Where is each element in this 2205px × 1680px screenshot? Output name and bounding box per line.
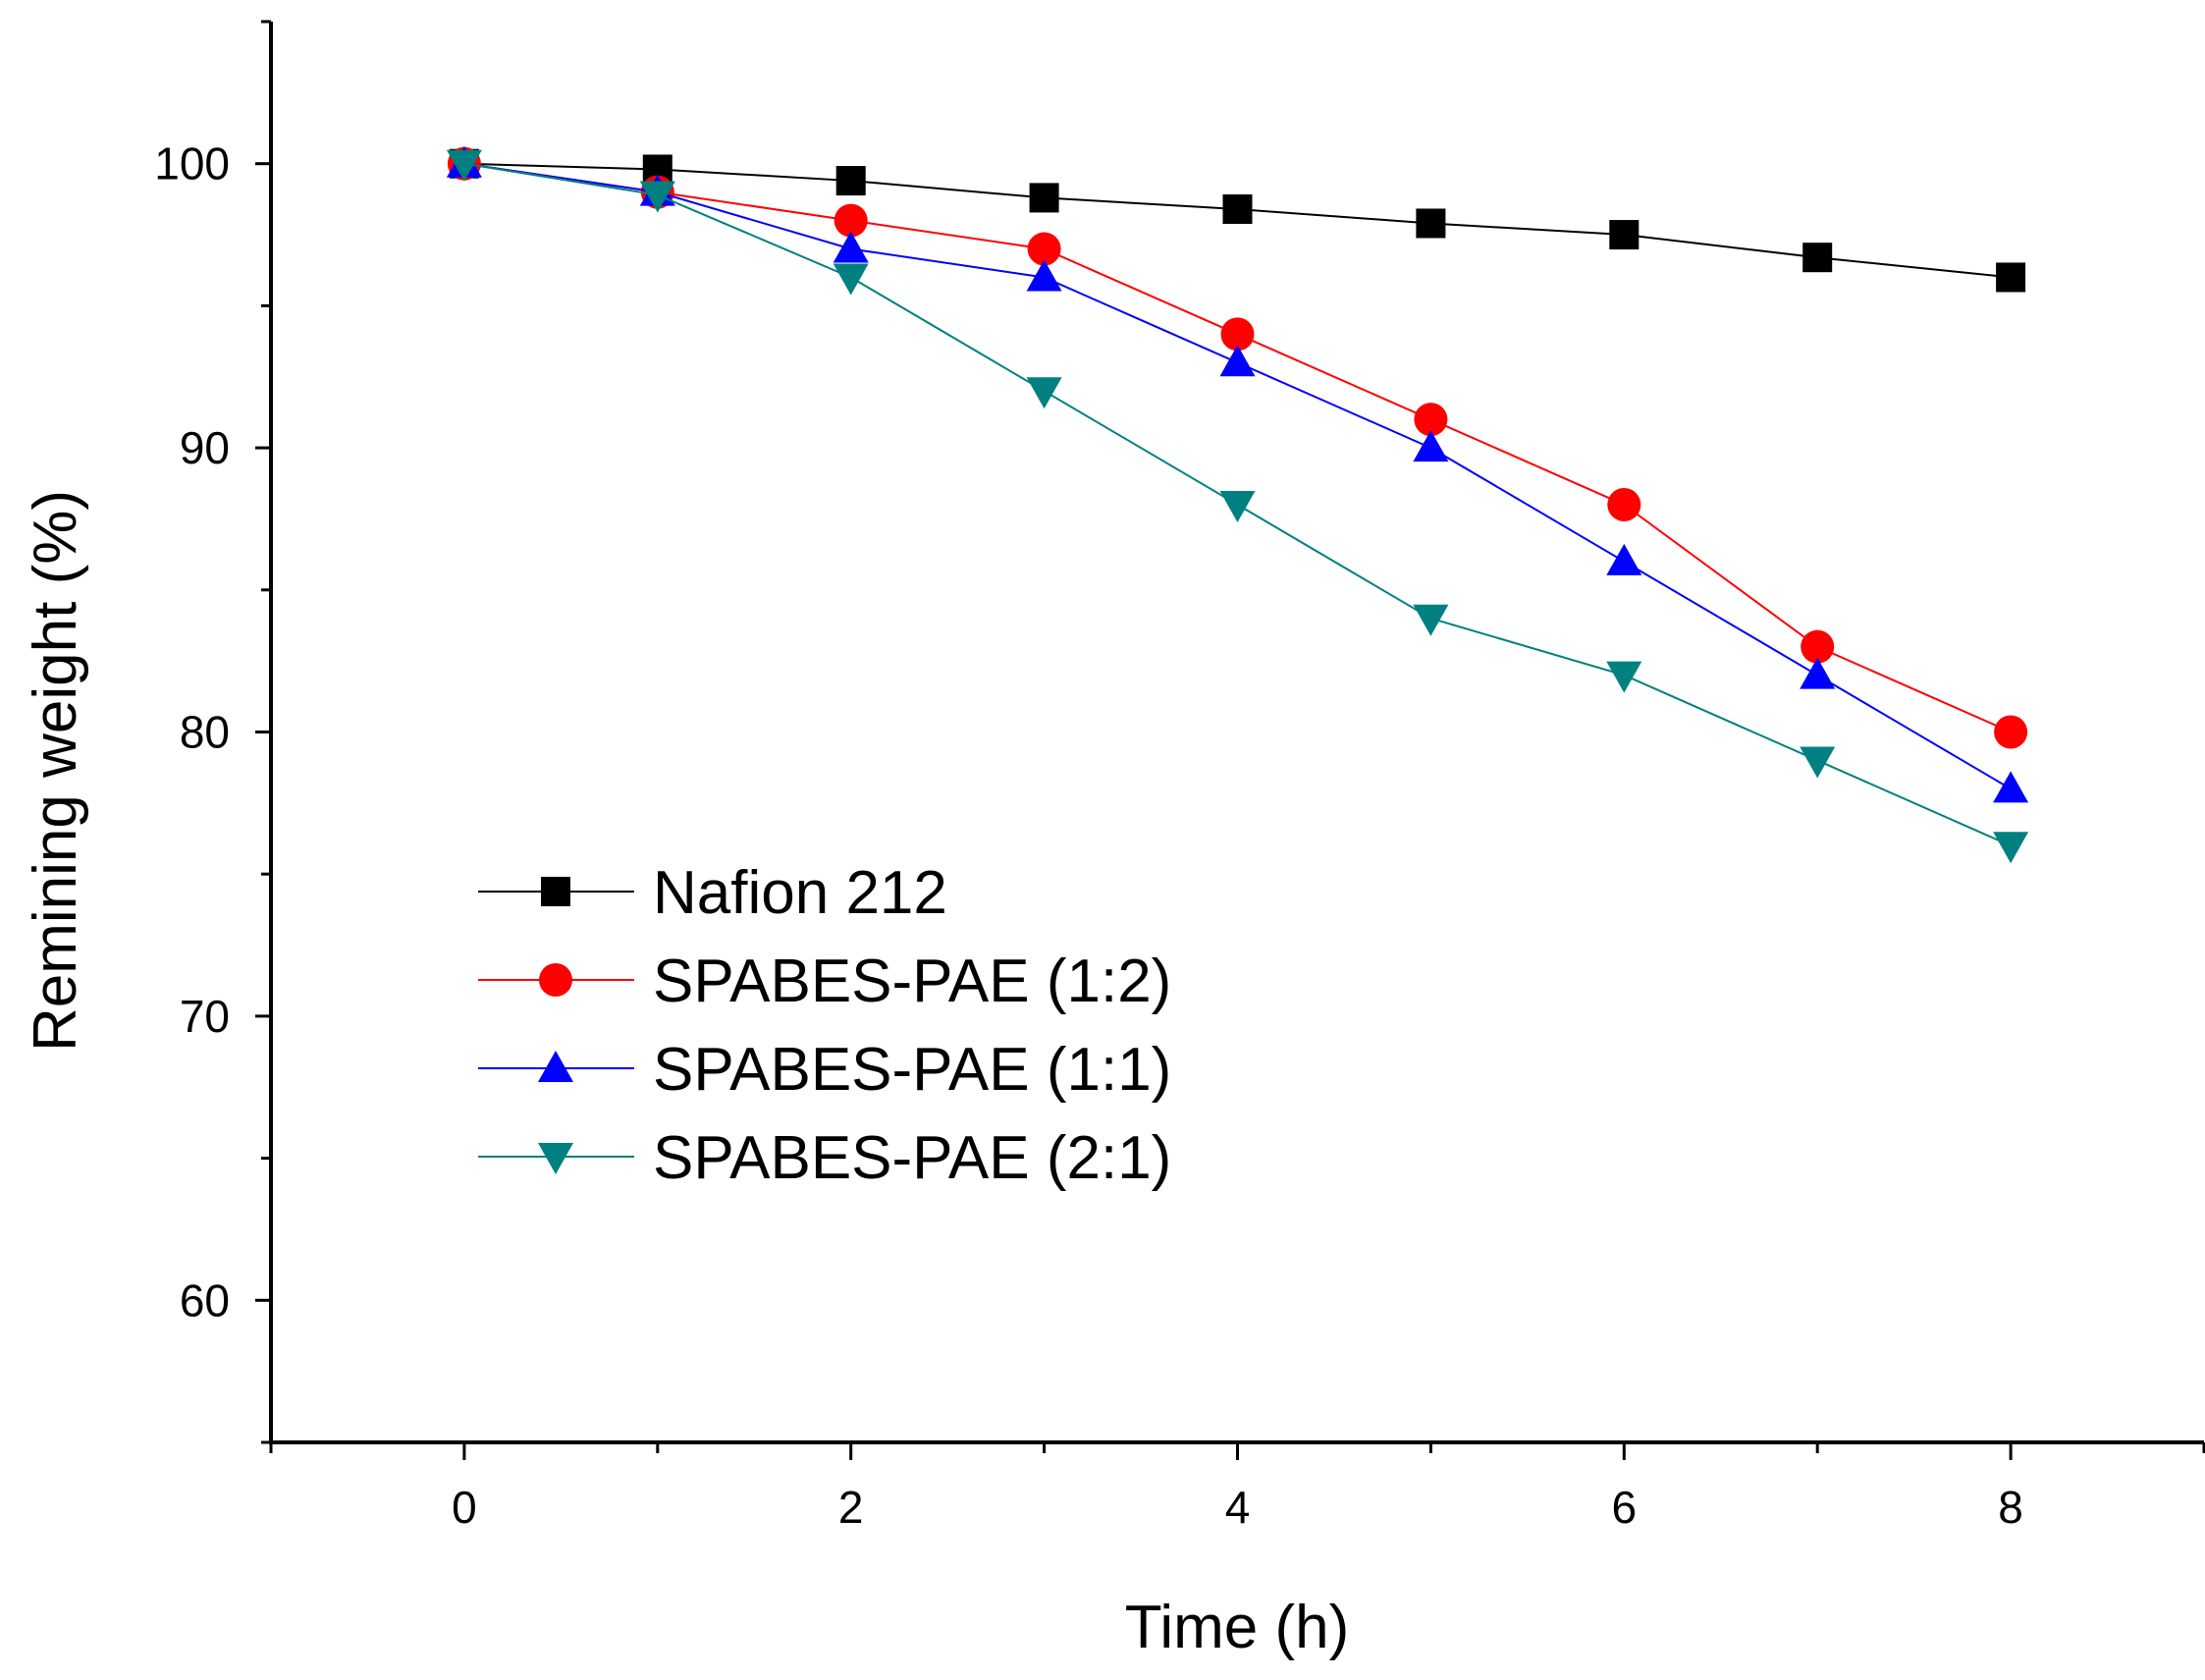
series-0 [449,148,2026,293]
data-point [1607,487,1641,521]
data-point [1416,208,1446,239]
legend-label: SPABES-PAE (1:2) [653,948,1171,1015]
data-point [1606,661,1642,693]
data-point [1801,629,1835,664]
legend-symbol [539,963,572,997]
data-point [1413,604,1449,636]
y-tick-label: 100 [154,138,230,190]
series-line [463,162,2012,790]
data-point [639,181,675,213]
legend-label: SPABES-PAE (2:1) [653,1124,1171,1192]
data-point [1222,194,1253,225]
legend-symbol [538,1051,573,1082]
data-point [833,263,869,296]
data-point [1414,403,1448,437]
legend-entry-spabes-pae-1-1: SPABES-PAE (1:1) [478,1036,1171,1104]
legend-symbol [541,877,570,906]
x-tick-label: 0 [452,1482,477,1533]
data-point [834,203,868,238]
y-tick-label: 70 [180,991,230,1042]
data-point [1993,832,2029,864]
legend-marker [541,877,570,906]
data-point [1996,262,2026,293]
series-2 [446,145,2029,803]
legend-entry-spabes-pae-2-1: SPABES-PAE (2:1) [478,1124,1171,1192]
legend-marker [538,1143,573,1174]
series-3 [446,149,2029,864]
data-point [1802,243,1833,273]
data-point [1993,771,2029,803]
x-tick-label: 4 [1225,1482,1251,1533]
data-point [835,166,866,196]
x-tick-label: 6 [1612,1482,1638,1533]
series-line [463,162,2012,733]
y-tick-label: 90 [180,422,230,473]
data-point [1029,183,1059,213]
legend-entry-nafion-212: Nafion 212 [478,859,947,927]
legend-label: SPABES-PAE (1:1) [653,1036,1171,1104]
series-layer [446,145,2029,864]
data-point [1413,430,1449,462]
x-tick-label: 2 [838,1482,864,1533]
legend-marker [539,963,572,997]
data-point [446,149,482,182]
y-ticks: 60 70 80 90 100 [154,20,271,1444]
data-point [1026,377,1062,409]
data-point [1219,490,1256,522]
data-point [1800,657,1836,689]
legend: Nafion 212 SPABES-PAE (1:2) SPABES-PAE (… [478,859,1171,1192]
data-point [1609,220,1640,250]
data-point [1994,715,2028,749]
y-tick-label: 60 [180,1274,230,1326]
x-axis-title: Time (h) [1125,1594,1349,1661]
data-point [1027,232,1061,266]
data-point [833,231,869,263]
legend-label: Nafion 212 [653,859,947,927]
data-point [1220,317,1255,352]
data-point [1606,543,1642,575]
legend-entry-spabes-pae-1-2: SPABES-PAE (1:2) [478,948,1171,1015]
y-axis-title: Remining weight (%) [22,490,89,1052]
data-point [1219,345,1256,377]
y-tick-label: 80 [180,707,230,758]
x-tick-label: 8 [1998,1482,2023,1533]
legend-marker [538,1051,573,1082]
data-point [1800,746,1836,779]
legend-symbol [538,1143,573,1174]
data-point [1026,259,1062,292]
x-ticks: 0 2 4 6 8 [269,1442,2205,1533]
